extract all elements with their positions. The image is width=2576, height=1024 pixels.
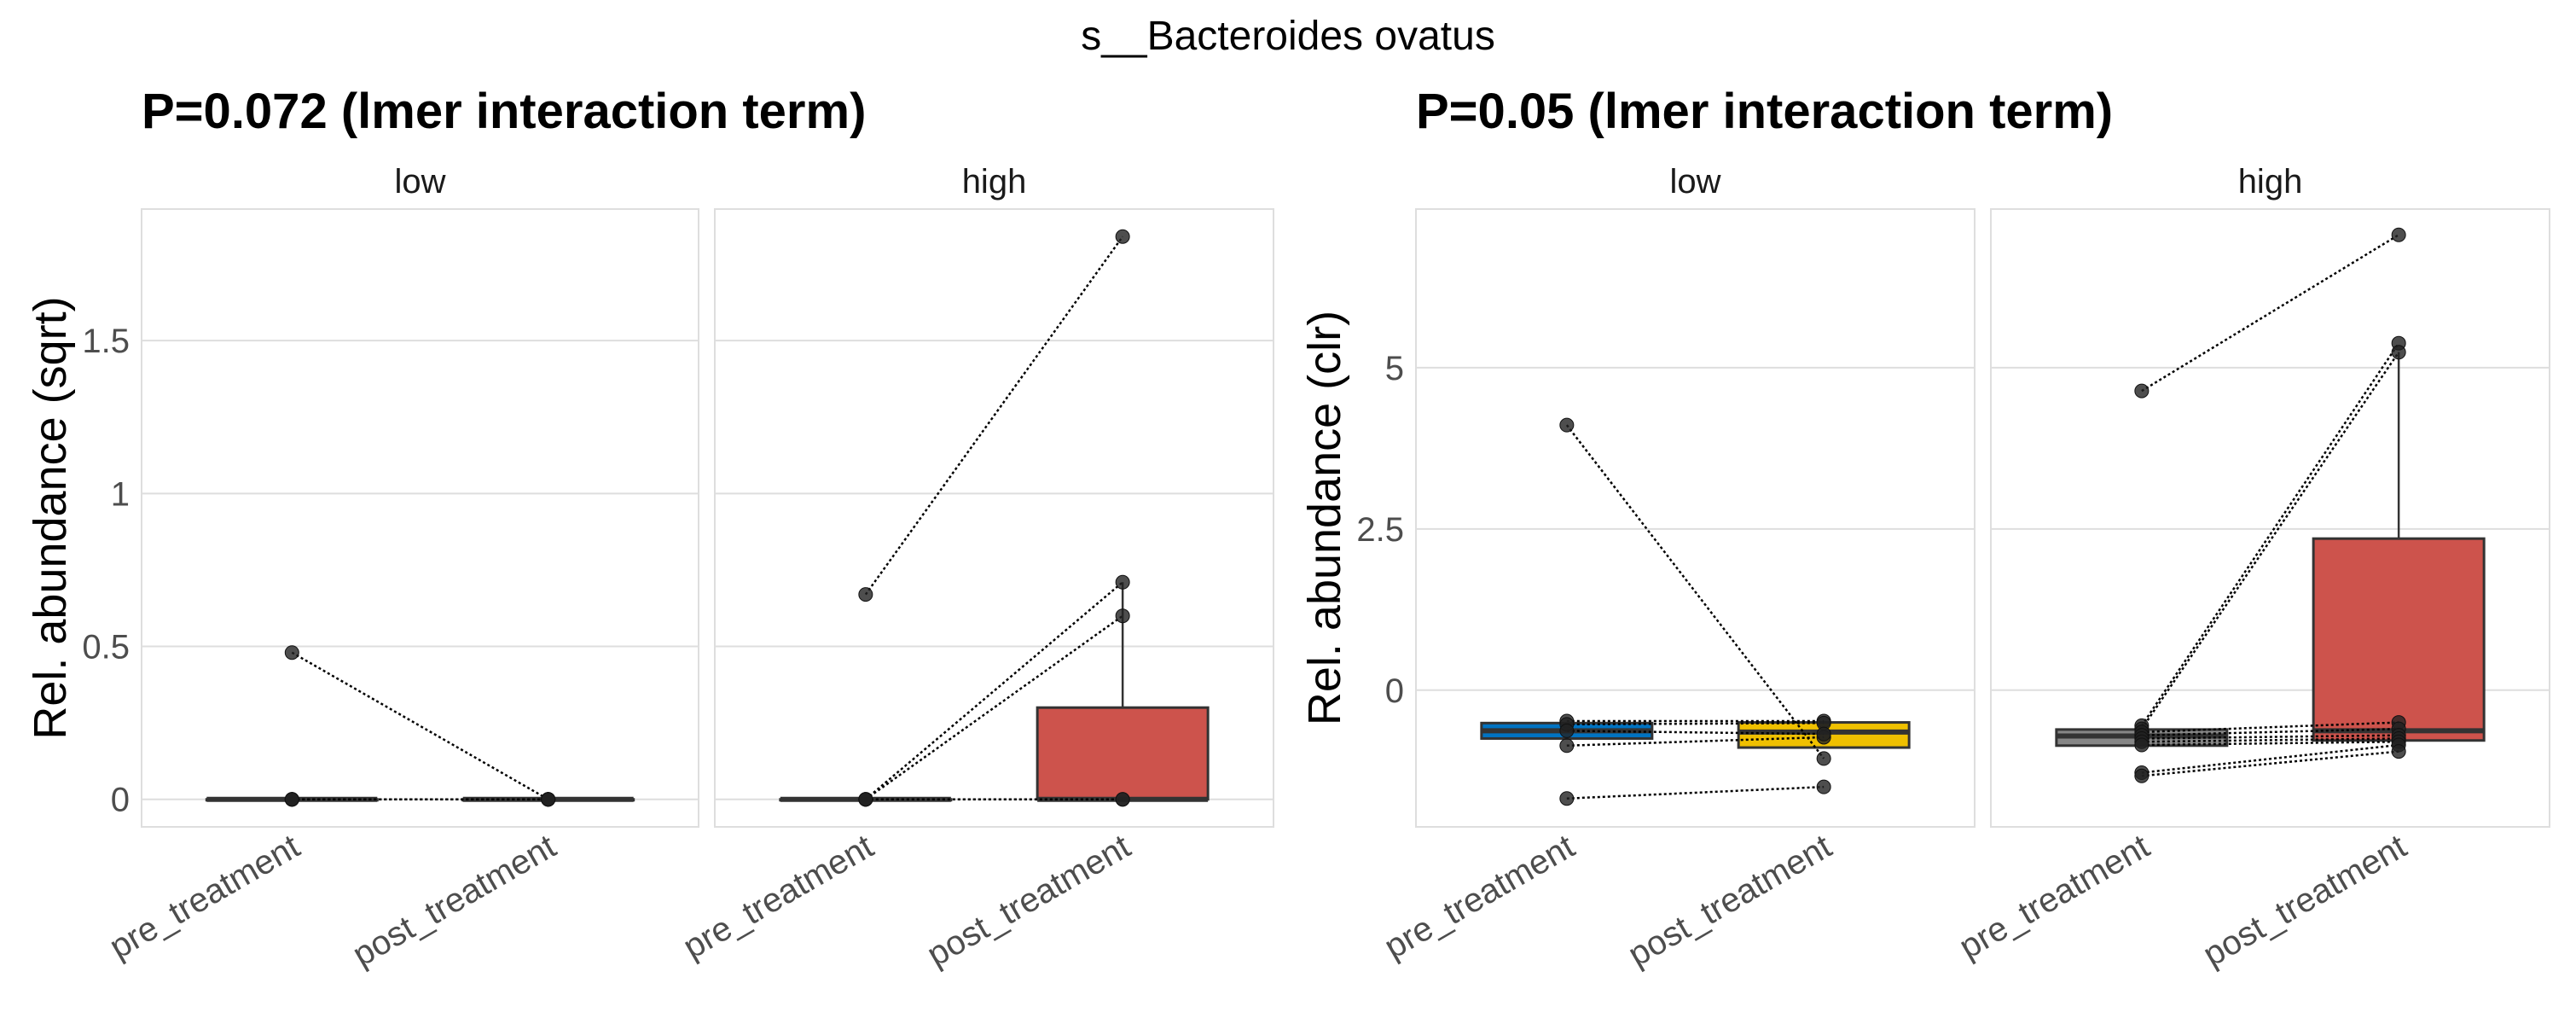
- facet-panel-high: high pre_treatment post_treatment: [1953, 163, 2550, 974]
- x-tick-label: post_treatment: [2197, 828, 2413, 975]
- paired-line: [2141, 750, 2399, 777]
- data-point: [1816, 779, 1831, 794]
- facet-panel-low: low pre_treatment post_treatment: [1378, 163, 1976, 975]
- y-axis-title: Rel. abundance (sqrt): [25, 296, 76, 739]
- paired-line: [2141, 734, 2399, 740]
- paired-line: [1566, 722, 1825, 726]
- plot-subtitle: P=0.05 (lmer interaction term): [1416, 84, 2113, 139]
- data-point: [2134, 383, 2150, 399]
- data-point: [858, 792, 873, 807]
- plot-1: P=0.072 (lmer interaction term) Rel. abun…: [25, 84, 1274, 975]
- data-point: [858, 587, 873, 602]
- data-point: [1115, 574, 1130, 590]
- plot-2: P=0.05 (lmer interaction term) Rel. abund…: [1299, 84, 2550, 974]
- panel-border: [1415, 208, 1976, 828]
- x-tick-label: pre_treatment: [677, 828, 880, 967]
- y-tick-label: 2.5: [1356, 511, 1404, 549]
- data-point: [284, 645, 299, 660]
- paired-line: [2141, 737, 2399, 743]
- data-point: [541, 792, 556, 807]
- paired-line: [1566, 785, 1825, 800]
- data-point: [1115, 229, 1130, 244]
- panel-border: [1990, 208, 2550, 828]
- paired-line: [2141, 727, 2399, 736]
- x-tick-label: pre_treatment: [103, 828, 306, 967]
- data-point: [1816, 751, 1831, 766]
- y-tick-label: 5: [1385, 350, 1404, 387]
- data-point: [1115, 608, 1130, 624]
- x-tick-label: post_treatment: [921, 828, 1137, 975]
- paired-line: [865, 614, 1123, 800]
- data-point: [1559, 738, 1575, 753]
- paired-line: [1565, 424, 1825, 759]
- panel-border: [714, 208, 1274, 828]
- paired-line: [2141, 234, 2399, 393]
- x-tick-label: post_treatment: [346, 828, 562, 975]
- data-point: [284, 792, 299, 807]
- data-point: [1816, 726, 1831, 742]
- paired-line: [291, 651, 549, 800]
- plot-subtitle: P=0.072 (lmer interaction term): [142, 84, 866, 139]
- x-tick-label: pre_treatment: [1953, 828, 2156, 967]
- data-point: [2391, 345, 2406, 360]
- data-point: [2391, 744, 2406, 759]
- y-tick-label: 0: [1385, 672, 1404, 710]
- data-point: [2134, 737, 2150, 753]
- panel-border: [141, 208, 699, 828]
- paired-line: [2140, 352, 2400, 730]
- facet-panel-low: low pre_treatment post_treatment: [103, 163, 699, 974]
- x-tick-label: pre_treatment: [1378, 828, 1581, 967]
- data-point: [1559, 417, 1575, 433]
- y-tick-label: 1.5: [82, 323, 130, 360]
- y-tick-label: 1: [111, 475, 130, 513]
- facet-strip-label: high: [2238, 163, 2303, 201]
- x-tick-label: post_treatment: [1622, 828, 1838, 975]
- box-post_treatment: [2312, 537, 2486, 742]
- box-post_treatment: [1036, 706, 1210, 801]
- data-point: [1559, 791, 1575, 806]
- y-tick-label: 0: [111, 782, 130, 819]
- data-point: [1559, 723, 1575, 738]
- y-tick-label: 0.5: [82, 629, 130, 666]
- chart-title: s__Bacteroides ovatus: [1081, 14, 1495, 59]
- paired-line: [1566, 730, 1825, 736]
- data-point: [1115, 792, 1130, 807]
- facet-strip-label: low: [394, 163, 445, 201]
- paired-line: [2140, 342, 2400, 727]
- y-axis-title: Rel. abundance (clr): [1299, 311, 1350, 725]
- paired-line: [2141, 743, 2399, 774]
- facet-panel-high: high pre_treatment post_treatment: [677, 163, 1274, 975]
- data-point: [2391, 227, 2406, 242]
- paired-line: [864, 236, 1124, 596]
- paired-line: [2141, 721, 2399, 734]
- paired-line: [1566, 736, 1825, 748]
- data-point: [2134, 768, 2150, 783]
- facet-strip-label: high: [962, 163, 1027, 201]
- paired-line: [2141, 740, 2399, 747]
- facet-strip-label: low: [1669, 163, 1720, 201]
